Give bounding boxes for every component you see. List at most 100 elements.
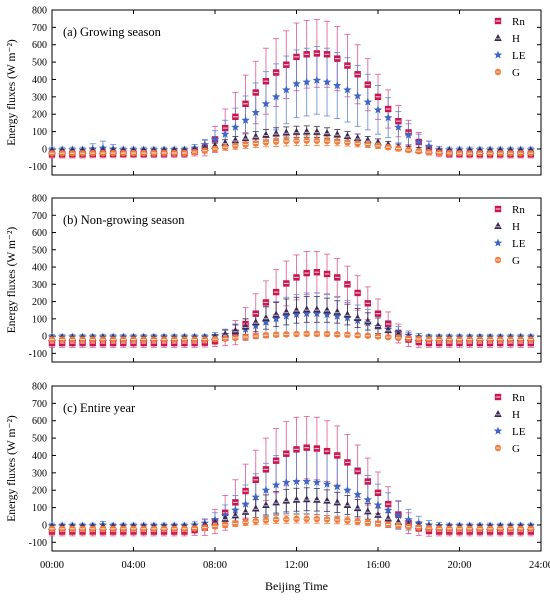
point-g: [283, 331, 290, 338]
point-le: [251, 492, 260, 501]
point-g: [374, 142, 382, 150]
legend-marker-le: [493, 238, 503, 247]
point-rn: [435, 339, 443, 347]
point-le: [363, 97, 372, 106]
point-le: [384, 113, 393, 122]
point-g: [262, 332, 270, 339]
point-rn: [334, 274, 341, 281]
point-g: [384, 521, 392, 528]
point-le: [312, 75, 322, 84]
point-le: [322, 77, 332, 86]
point-le: [353, 490, 362, 499]
point-rn: [364, 300, 372, 307]
point-h: [241, 322, 250, 330]
point-rn: [160, 339, 168, 347]
point-g: [425, 525, 433, 532]
legend-marker-g: [494, 68, 502, 76]
point-g: [201, 524, 209, 531]
h-marker-triangle: [231, 136, 240, 144]
point-rn: [303, 269, 310, 277]
point-rn: [344, 281, 351, 288]
point-rn: [140, 339, 147, 347]
series-rn: [49, 251, 534, 348]
h-marker-triangle: [313, 305, 321, 313]
h-marker-triangle: [262, 130, 270, 138]
point-g: [150, 149, 158, 157]
point-g: [201, 336, 209, 343]
h-marker-triangle: [343, 132, 352, 140]
point-g: [405, 146, 412, 154]
point-rn: [354, 467, 361, 475]
point-rn: [364, 81, 372, 88]
y-tick-label: 0: [42, 144, 47, 155]
markers-le: [47, 309, 535, 341]
panel-b: -100 0 100 200 300 400 500 600 700 800 Energy flux…: [6, 194, 542, 363]
point-g: [181, 149, 188, 157]
point-le: [241, 499, 250, 508]
h-marker-triangle: [494, 222, 502, 229]
markers-g: [48, 330, 535, 343]
point-le: [312, 477, 322, 486]
point-le: [292, 79, 301, 88]
y-tick-label: -100: [29, 349, 47, 360]
point-h: [241, 507, 250, 515]
point-g: [384, 333, 392, 341]
series-h: [49, 487, 534, 530]
point-rn: [283, 280, 290, 287]
h-marker-triangle: [343, 500, 352, 508]
point-rn: [252, 476, 259, 483]
point-g: [232, 520, 239, 527]
y-tick-label: 300: [32, 468, 47, 479]
y-tick-label: -100: [29, 162, 47, 173]
point-h: [231, 136, 240, 144]
markers-g: [48, 515, 535, 532]
point-h: [221, 330, 229, 338]
point-g: [323, 137, 331, 145]
y-axis-label: Energy fluxes (W m⁻²): [6, 227, 18, 334]
markers-g: [48, 137, 535, 157]
point-rn: [58, 339, 66, 347]
h-marker-triangle: [374, 510, 382, 518]
markers-rn: [48, 444, 535, 535]
point-le: [333, 311, 342, 320]
point-g: [476, 336, 484, 343]
point-g: [293, 137, 300, 144]
point-rn: [527, 339, 535, 347]
point-g: [283, 137, 290, 145]
point-rn: [48, 339, 56, 347]
point-g: [99, 525, 107, 532]
point-g: [517, 150, 524, 157]
point-h: [313, 495, 321, 503]
point-g: [334, 138, 341, 145]
point-rn: [69, 339, 76, 347]
point-g: [211, 145, 219, 153]
point-le: [271, 92, 281, 101]
point-g: [242, 519, 249, 526]
point-le: [333, 81, 342, 90]
point-g: [140, 336, 147, 343]
legend-label-g: G: [512, 67, 520, 79]
point-g: [344, 331, 351, 338]
point-le: [404, 515, 413, 524]
h-marker-triangle: [292, 306, 301, 314]
point-rn: [242, 100, 249, 107]
point-g: [171, 149, 178, 157]
series-le: [49, 46, 534, 156]
point-g: [313, 330, 321, 338]
point-g: [150, 525, 158, 532]
h-marker-triangle: [262, 500, 270, 508]
h-marker-triangle: [364, 317, 372, 325]
point-rn: [221, 124, 229, 132]
point-g: [313, 515, 321, 523]
h-marker-triangle: [333, 498, 342, 506]
legend-label-rn: Rn: [512, 204, 525, 216]
point-le: [363, 495, 372, 504]
y-tick-label: 0: [42, 332, 47, 343]
point-g: [497, 525, 504, 532]
y-tick-label: 500: [32, 245, 47, 256]
point-rn: [181, 339, 188, 347]
legend-marker-h: [494, 222, 502, 229]
point-g: [446, 525, 453, 532]
point-rn: [497, 339, 504, 347]
point-g: [374, 520, 382, 527]
